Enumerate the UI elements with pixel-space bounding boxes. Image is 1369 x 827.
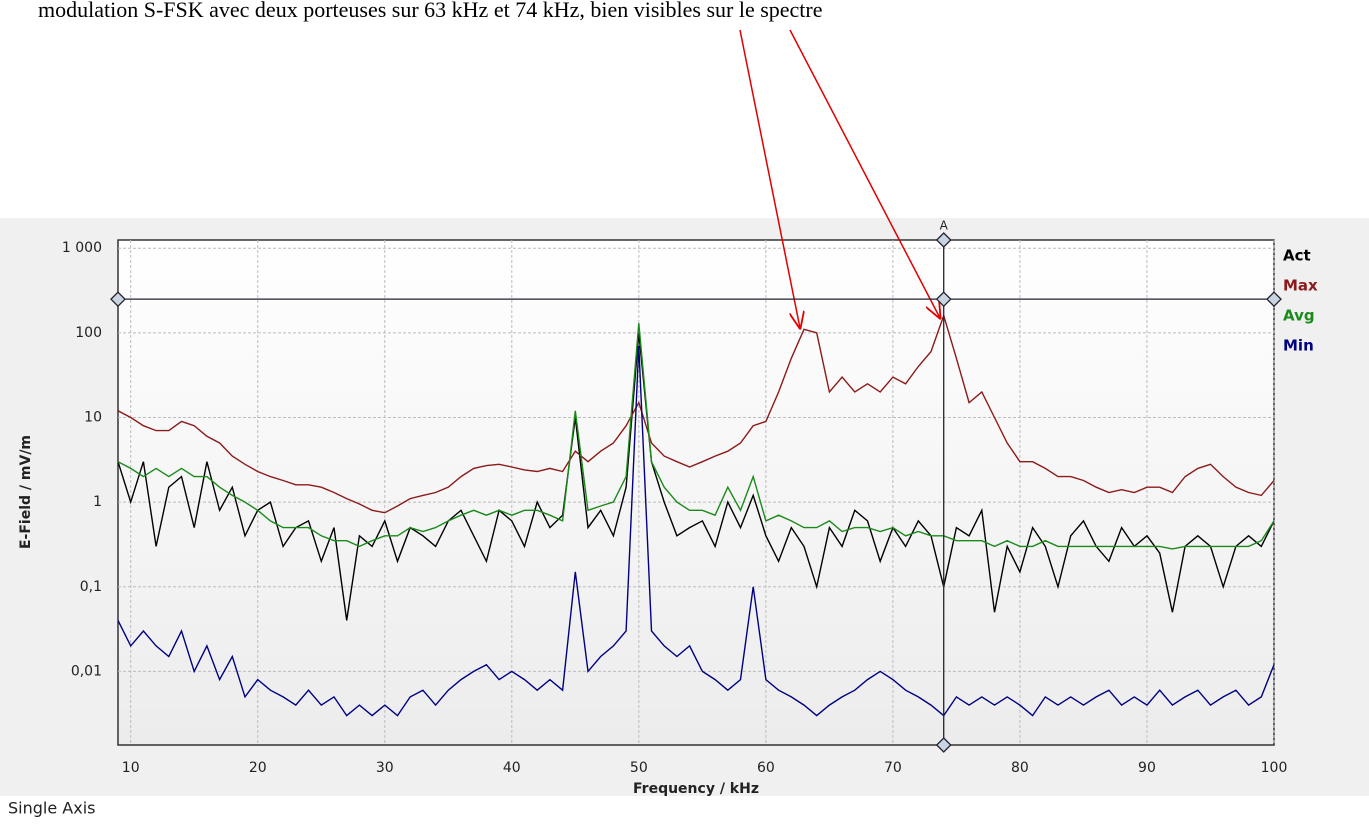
x-axis-label: Frequency / kHz bbox=[633, 781, 759, 797]
cursor-handle bbox=[935, 737, 952, 753]
series-line bbox=[118, 332, 1274, 621]
x-tick-label: 90 bbox=[1138, 760, 1156, 776]
annotation-arrow bbox=[789, 29, 940, 318]
plot-layer bbox=[118, 240, 1275, 745]
annotation-arrow bbox=[739, 29, 800, 328]
series-line bbox=[118, 313, 1274, 514]
legend-label: Avg bbox=[1283, 307, 1315, 325]
y-tick-label: 1 bbox=[93, 494, 102, 510]
x-tick-label: 50 bbox=[630, 760, 648, 776]
x-tick-label: 60 bbox=[757, 760, 775, 776]
x-tick-label: 80 bbox=[1011, 760, 1029, 776]
y-axis-label: E-Field / mV/m bbox=[18, 435, 34, 549]
x-tick-label: 10 bbox=[122, 760, 140, 776]
y-tick-label: 0,1 bbox=[80, 579, 102, 595]
cursor-handle bbox=[935, 232, 952, 248]
legend-label: Act bbox=[1283, 247, 1311, 265]
plot-area bbox=[117, 239, 1275, 746]
y-tick-label: 100 bbox=[75, 325, 102, 341]
x-tick-label: 20 bbox=[249, 760, 267, 776]
x-tick-label: 100 bbox=[1261, 760, 1288, 776]
annotation-title: modulation S-FSK avec deux porteuses sur… bbox=[38, 0, 823, 22]
x-tick-label: 40 bbox=[503, 760, 521, 776]
series-line bbox=[118, 345, 1274, 717]
cursor-handle bbox=[935, 291, 952, 308]
y-tick-label: 10 bbox=[84, 409, 102, 425]
cursor-label: A bbox=[940, 219, 949, 233]
series-layer bbox=[118, 313, 1274, 717]
x-tick-label: 30 bbox=[376, 760, 394, 776]
y-tick-label: 1 000 bbox=[62, 240, 102, 256]
cursor-handle bbox=[110, 291, 126, 308]
y-tick-label: 0,01 bbox=[71, 663, 102, 679]
legend-label: Min bbox=[1283, 337, 1314, 355]
x-tick-label: 70 bbox=[884, 760, 902, 776]
series-line bbox=[118, 323, 1274, 550]
legend-label: Max bbox=[1283, 277, 1318, 295]
cursor-handle bbox=[1266, 291, 1282, 308]
footer-label: Single Axis bbox=[8, 799, 95, 818]
